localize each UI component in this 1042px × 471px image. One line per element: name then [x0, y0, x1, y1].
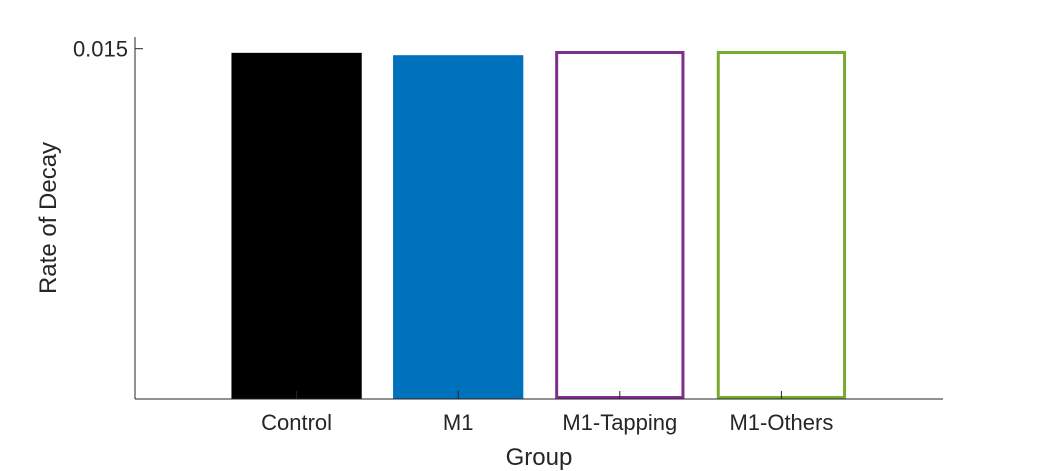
bar-control — [231, 52, 362, 400]
x-tick-label: M1-Others — [729, 410, 833, 435]
x-tick-label: M1 — [443, 410, 474, 435]
y-tick-label: 0.015 — [73, 37, 128, 62]
bars-layer — [231, 51, 847, 400]
ticks-layer: Control M1 M1-Tapping M1-Others 0.015 — [73, 37, 833, 435]
bar-m1 — [393, 55, 524, 400]
x-axis-title: Group — [506, 444, 573, 471]
axes-layer — [134, 37, 943, 400]
bar-m1-tapping — [555, 51, 685, 399]
bar-m1-others — [716, 51, 847, 399]
x-tick-label: Control — [261, 410, 332, 435]
y-axis-title: Rate of Decay — [35, 142, 62, 294]
x-tick-label: M1-Tapping — [562, 410, 677, 435]
